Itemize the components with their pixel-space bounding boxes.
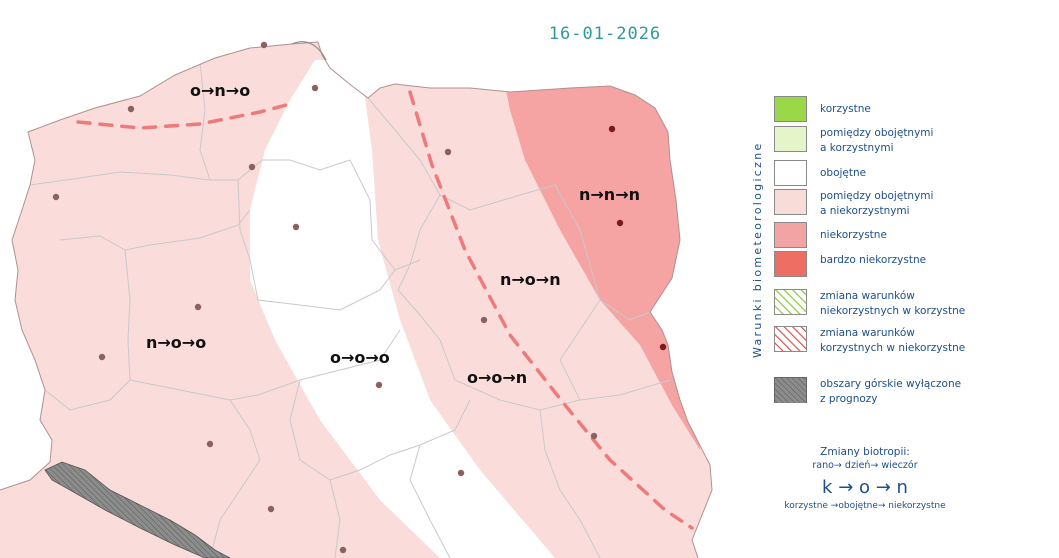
legend-label: niekorzystne (820, 229, 887, 241)
legend-label: obszary górskie wyłączone z prognozy (820, 378, 962, 405)
trend-line-north (76, 102, 292, 130)
hel-peninsula (291, 41, 327, 61)
zone-unfavourable (505, 85, 700, 450)
legend-swatch (774, 251, 807, 277)
city-dot (444, 148, 452, 156)
city-dot (127, 105, 135, 113)
legend-swatch (774, 377, 807, 403)
legend-swatch (774, 126, 807, 152)
legend-swatch (774, 160, 807, 186)
city-dot (248, 163, 256, 171)
city-dot (311, 84, 319, 92)
biotropy-formula: k → o → n (822, 477, 908, 498)
legend-swatch (774, 96, 807, 122)
city-dot (480, 316, 488, 324)
region-label-south-east: o→o→n (467, 368, 528, 387)
legend-swatch (774, 289, 807, 315)
forecast-date: 16-01-2026 (548, 24, 662, 44)
city-dot (98, 353, 106, 361)
city-dot (375, 381, 383, 389)
city-dot (260, 41, 268, 49)
mountain-excluded-area (44, 461, 231, 558)
legend-swatch (774, 222, 807, 248)
legend-label: pomiędzy obojętnymi a niekorzystnymi (820, 190, 934, 217)
legend-label: korzystne (820, 103, 871, 115)
legend-vertical-title: Warunki biometeorologiczne (751, 141, 764, 358)
trend-line-east (408, 90, 694, 530)
city-dot (590, 432, 598, 440)
trend-lines (76, 90, 694, 530)
legend-label: pomiędzy obojętnymi a korzystnymi (820, 127, 934, 154)
city-dot (194, 303, 202, 311)
zone-neutral (250, 60, 555, 558)
west-border (0, 131, 53, 491)
city-dot (292, 223, 300, 231)
region-label-north-east: n→n→n (579, 185, 640, 204)
country-border (27, 41, 713, 558)
city-dots (52, 41, 598, 554)
legend-label: zmiana warunków korzystnych w niekorzyst… (820, 327, 966, 354)
city-dot (659, 343, 667, 351)
city-dot (206, 440, 214, 448)
city-dot (339, 546, 347, 554)
city-dot (267, 505, 275, 513)
legend-label: zmiana warunków niekorzystnych w korzyst… (820, 290, 966, 317)
city-dot (457, 469, 465, 477)
region-label-central: o→o→o (330, 348, 390, 367)
city-dots-dark (608, 125, 667, 351)
biotropy-labels: korzystne →obojętne→ niekorzystne (784, 501, 946, 511)
biotropy-title: Zmiany biotropii: (820, 446, 910, 458)
city-dot (616, 219, 624, 227)
city-dot (52, 193, 60, 201)
legend-swatch (774, 326, 807, 352)
voivodeship-borders (29, 61, 671, 558)
legend-label: obojętne (820, 167, 867, 179)
region-label-west: n→o→o (146, 333, 207, 352)
legend-label: bardzo niekorzystne (820, 254, 927, 266)
legend-swatch (774, 189, 807, 215)
city-dot (608, 125, 616, 133)
region-label-north-west: o→n→o (190, 81, 251, 100)
region-label-east-central: n→o→n (500, 270, 561, 289)
biotropy-steps: rano→ dzień→ wieczór (812, 460, 918, 471)
